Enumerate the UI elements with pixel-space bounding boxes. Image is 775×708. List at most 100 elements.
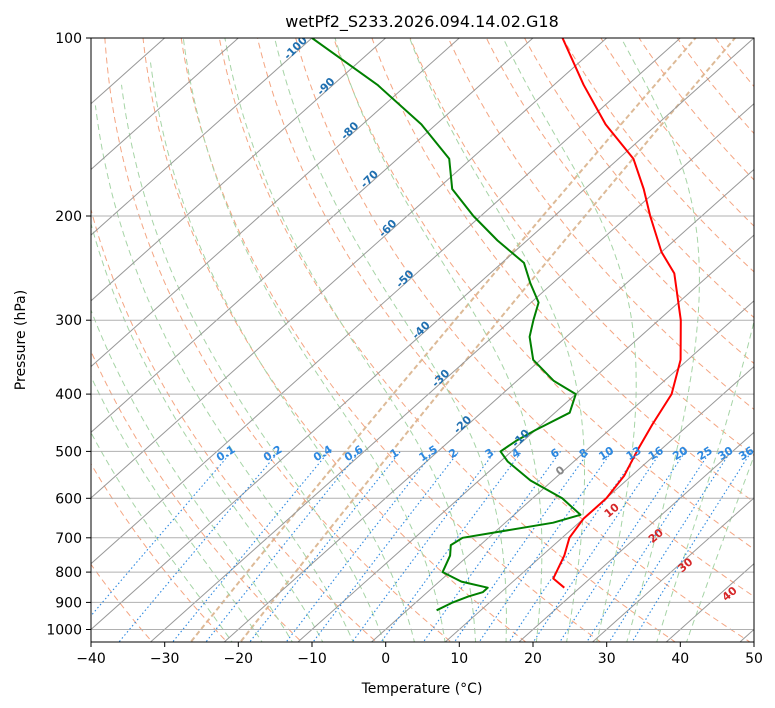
- isotherm-label: -10: [509, 427, 532, 450]
- dry-adiabat-line: [104, 38, 452, 642]
- mixing-ratio-label: 30: [716, 444, 736, 463]
- x-tick-label: −40: [76, 651, 106, 667]
- moist-adiabat-line: [502, 38, 637, 642]
- moist-adiabat-line: [224, 38, 477, 642]
- chart-title: wetPf2_S233.2026.094.14.02.G18: [285, 12, 559, 32]
- dry-adiabat-line: [180, 38, 602, 642]
- dry-adiabat-line: [0, 11, 11, 654]
- isotherm-line: [91, 38, 534, 433]
- mixing-ratio-line: [508, 451, 640, 642]
- mixing-ratio-line: [91, 451, 233, 617]
- mixing-ratio-line: [532, 451, 662, 642]
- y-tick-label: 400: [55, 387, 82, 403]
- moist-adiabat-line: [91, 431, 233, 642]
- frost-curves: [189, 38, 737, 642]
- dry-adiabat-line: [714, 38, 754, 88]
- mixing-ratio-label: 25: [695, 444, 715, 463]
- x-tick-label: −30: [150, 651, 180, 667]
- moist-adiabat-line: [656, 319, 754, 642]
- mixing-ratio-label: 0.6: [342, 443, 366, 465]
- dry-adiabat-line: [333, 38, 754, 550]
- mixing-ratio-line: [380, 451, 523, 642]
- mixing-ratio-label: 0.1: [214, 443, 237, 464]
- pressure-gridlines: [91, 38, 754, 630]
- mixing-ratio-label: 0.4: [311, 443, 335, 465]
- dry-adiabat-line: [562, 38, 754, 273]
- x-axis-ticks: −40 −30 −20 −10 0 10 20 30 40 50: [76, 642, 763, 667]
- isotherm-line: [665, 563, 754, 642]
- mixing-ratio-line: [422, 451, 562, 642]
- moist-adiabats: [91, 38, 754, 642]
- isotherm-line: [591, 497, 754, 642]
- y-tick-label: 800: [55, 565, 82, 581]
- mixing-ratio-line: [249, 451, 401, 642]
- y-tick-label: 500: [55, 444, 82, 460]
- y-tick-label: 600: [55, 491, 82, 507]
- isotherm-line: [91, 38, 754, 631]
- mixing-ratio-label: 36: [736, 444, 756, 463]
- isotherm-line: [297, 234, 754, 642]
- mixing-ratio-label: 3: [483, 446, 496, 461]
- mixing-ratio-label: 13: [624, 444, 644, 463]
- dry-adiabat-line: [524, 38, 754, 319]
- isotherm-label: -70: [358, 167, 381, 190]
- dry-adiabat-line: [447, 38, 754, 411]
- moist-adiabat-line: [94, 105, 354, 642]
- isotherm-line: [518, 431, 754, 642]
- y-tick-label: 200: [55, 209, 82, 225]
- isotherm-line: [149, 103, 754, 642]
- mixing-ratio-line: [205, 451, 361, 642]
- moist-adiabat-line: [334, 38, 543, 642]
- mixing-ratio-line: [608, 451, 732, 642]
- isotherm-line: [91, 38, 313, 236]
- mixing-ratio-line: [285, 451, 435, 642]
- x-tick-label: 50: [745, 651, 763, 667]
- dry-adiabat-line: [676, 38, 754, 135]
- dry-adiabats: [0, 11, 754, 654]
- dry-adiabat-line: [371, 38, 754, 503]
- isotherm-label: -40: [410, 318, 433, 341]
- isotherm-line: [739, 628, 754, 642]
- isotherm-label: -20: [451, 413, 474, 436]
- isotherm-label: -50: [393, 267, 416, 290]
- theta-label: 0: [553, 463, 567, 478]
- moist-adiabat-line: [409, 38, 585, 642]
- frost-curve: [189, 38, 697, 642]
- x-tick-label: −20: [224, 651, 254, 667]
- dry-adiabat-line: [91, 207, 378, 642]
- y-tick-label: 700: [55, 531, 82, 547]
- isotherm-line: [91, 38, 387, 302]
- mixing-ratio-line: [586, 451, 711, 642]
- mixing-ratio-label: 20: [670, 444, 690, 463]
- plot-area: 0.1 0.2 0.4 0.6 1 1.5 2 3 4 6 8 10 13 16 20 25 30 36-100-…: [0, 11, 756, 654]
- x-tick-label: 20: [524, 651, 542, 667]
- isotherm-line: [91, 38, 240, 171]
- mixing-ratio-label: 6: [548, 446, 562, 461]
- moist-adiabat-line: [150, 62, 415, 642]
- dry-adiabat-line: [638, 38, 754, 181]
- isotherm-line: [223, 168, 754, 642]
- mixing-ratio-line: [312, 451, 460, 642]
- dry-adiabat-line: [218, 38, 677, 642]
- mixing-ratio-line: [171, 451, 330, 642]
- y-axis-title: Pressure (hPa): [13, 290, 29, 390]
- plot-frame: [90, 37, 755, 643]
- isotherm-label: -90: [314, 75, 337, 98]
- isotherm-label: -30: [429, 367, 452, 390]
- mixing-ratio-label: 10: [596, 444, 616, 463]
- isotherm-label: -60: [376, 217, 399, 240]
- mixing-ratio-line: [453, 451, 590, 642]
- theta-label: 40: [720, 584, 740, 604]
- mixing-ratio-label: 1.5: [417, 443, 440, 464]
- mixing-ratio-line: [118, 451, 280, 642]
- dry-adiabat-line: [409, 38, 754, 457]
- isotherm-line: [91, 38, 461, 368]
- x-tick-label: 40: [671, 651, 689, 667]
- mixing-ratio-lines: [91, 451, 752, 642]
- isotherm-line: [91, 38, 682, 565]
- y-tick-label: 300: [55, 313, 82, 329]
- dry-adiabat-line: [91, 462, 228, 642]
- frost-curve: [239, 38, 737, 642]
- x-tick-label: −10: [297, 651, 327, 667]
